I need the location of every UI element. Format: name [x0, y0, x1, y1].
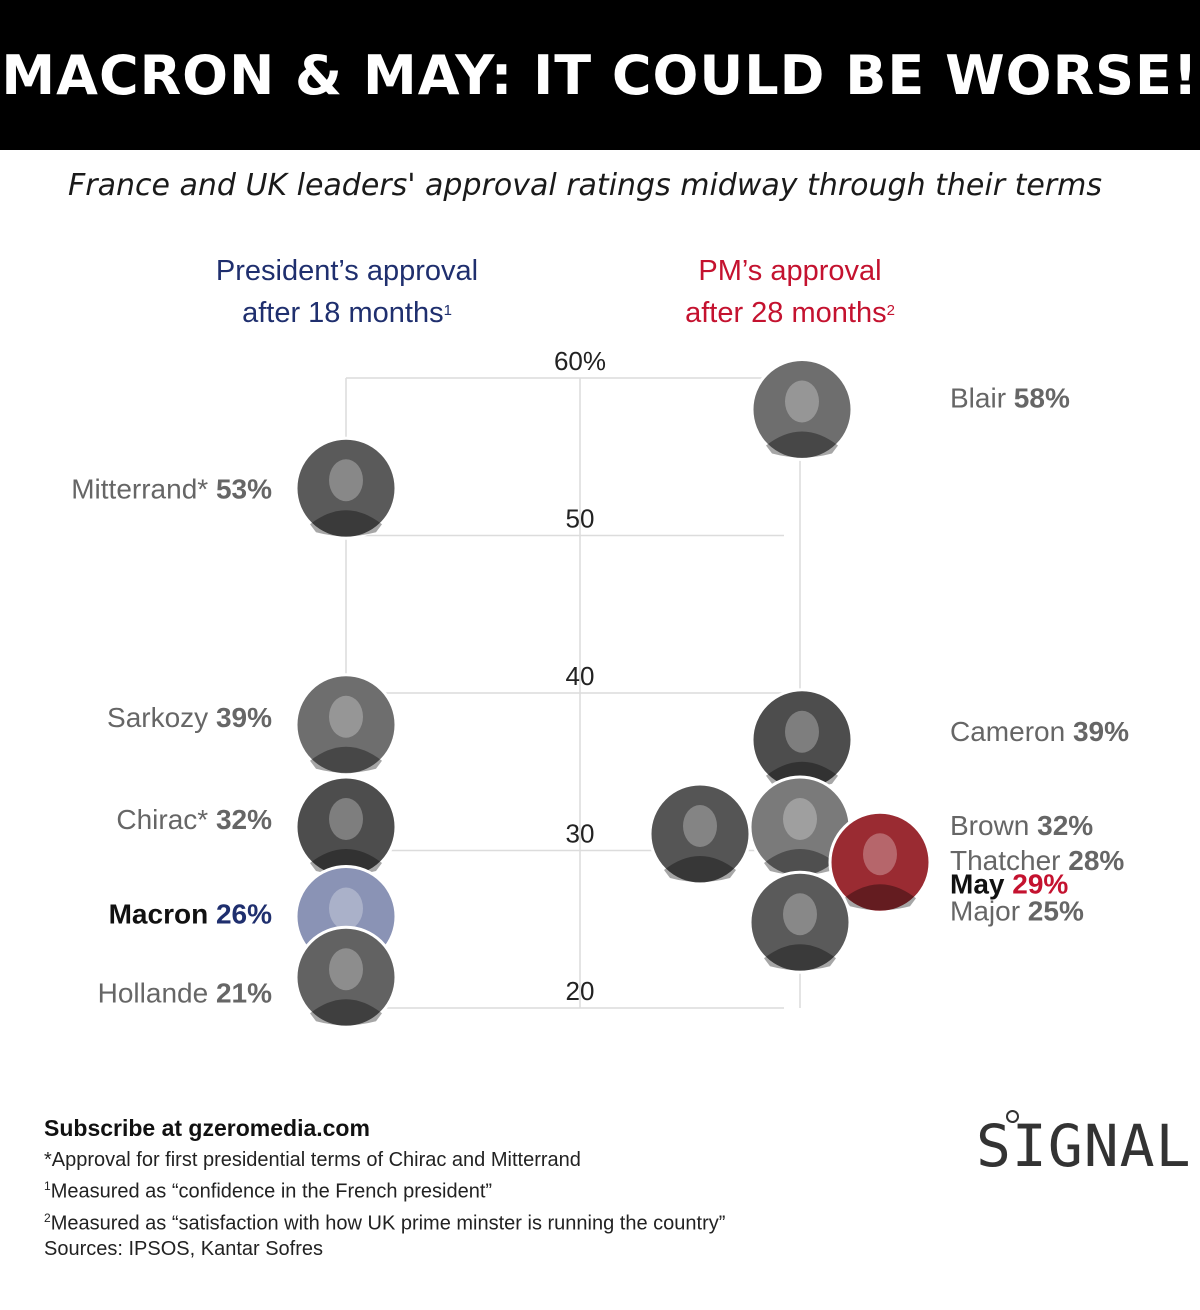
blair-name: Blair [950, 383, 1014, 414]
hollande-shoulders-shape [310, 999, 382, 1026]
chirac-value: 32% [216, 804, 272, 835]
uk-header-line1: PM’s approval [698, 255, 882, 287]
macron-face-shape [329, 887, 363, 930]
uk-header-line2: after 28 months2 [600, 292, 980, 334]
mitterrand-label: Mitterrand* 53% [71, 473, 272, 504]
chart-subtitle: France and UK leaders' approval ratings … [68, 168, 1102, 203]
major-label: Major 25% [950, 895, 1084, 926]
footnote-2-text: Measured as “satisfaction with how UK pr… [50, 1212, 726, 1235]
macron-label: Macron 26% [109, 899, 273, 930]
blair-face-shape [785, 380, 819, 423]
title-banner: MACRON & MAY: IT COULD BE WORSE! [0, 0, 1200, 150]
chart-title: MACRON & MAY: IT COULD BE WORSE! [1, 43, 1199, 107]
cameron-label: Cameron 39% [950, 716, 1129, 747]
uk-header-line2-text: after 28 months [685, 297, 887, 329]
may-face-shape [863, 833, 897, 876]
sarkozy-value: 39% [216, 702, 272, 733]
sarkozy-label: Sarkozy 39% [107, 702, 272, 733]
blair-value: 58% [1014, 383, 1070, 414]
blair-portrait-icon [750, 358, 854, 461]
blair-shoulders-shape [766, 431, 838, 458]
brown-face-shape [783, 798, 817, 840]
chirac-name: Chirac* [116, 804, 216, 835]
sarkozy-shoulders-shape [310, 746, 382, 773]
sarkozy-portrait-icon [294, 673, 398, 777]
sarkozy-name: Sarkozy [107, 702, 216, 733]
major-portrait-icon [748, 870, 852, 974]
cameron-name: Cameron [950, 716, 1073, 747]
hollande-portrait-icon [294, 925, 398, 1029]
mitterrand-portrait-icon [294, 436, 398, 540]
blair-label: Blair 58% [950, 383, 1070, 414]
thatcher-label: Thatcher 28% [950, 845, 1124, 876]
footnote-1: 1Measured as “confidence in the French p… [44, 1173, 725, 1205]
y-tick-label-40: 40 [566, 661, 595, 691]
footnote-2-mark: 2 [44, 1210, 51, 1225]
thatcher-portrait-icon [648, 782, 752, 886]
grid: 60% 50 40 30 20 [345, 346, 801, 1009]
footnote-2: 2Measured as “satisfaction with how UK p… [44, 1205, 725, 1237]
major-face-shape [783, 893, 817, 936]
footnote-star: *Approval for first presidential terms o… [44, 1149, 581, 1171]
thatcher-name: Thatcher [950, 845, 1068, 876]
mitterrand-value: 53% [216, 473, 272, 504]
cameron-face-shape [785, 710, 819, 753]
signal-logo: SIGNAL [976, 1112, 1192, 1180]
approval-chart: 60% 50 40 30 20 Mitterrand* 53% Sarkozy 39% Chi… [71, 346, 1129, 1029]
hollande-value: 21% [216, 977, 272, 1008]
uk-note-mark: 2 [886, 302, 895, 319]
france-header-line2-text: after 18 months [242, 297, 444, 329]
footnote-1-mark: 1 [44, 1179, 51, 1193]
hollande-face-shape [329, 948, 363, 991]
brown-value: 32% [1037, 810, 1093, 841]
macron-name: Macron [109, 899, 216, 930]
sarkozy-face-shape [329, 695, 363, 738]
cameron-value: 39% [1073, 716, 1129, 747]
y-tick-label-30: 30 [566, 819, 595, 849]
hollande-label: Hollande 21% [98, 977, 272, 1008]
major-value: 25% [1028, 895, 1084, 926]
brown-shoulders-shape [764, 849, 836, 875]
may-value: 29% [1012, 868, 1068, 899]
may-portrait-icon [828, 810, 932, 914]
uk-series: Blair 58% Cameron 39% Brown 32% May 29%That… [648, 358, 1129, 974]
y-tick-label-50: 50 [566, 504, 595, 534]
mitterrand-face-shape [329, 459, 363, 502]
logo-dot-icon [1006, 1110, 1019, 1123]
thatcher-shoulders-shape [664, 856, 736, 882]
mitterrand-shoulders-shape [310, 510, 382, 537]
chirac-label: Chirac* 32% [116, 804, 272, 835]
france-header-line1: President’s approval [215, 255, 479, 287]
major-name: Major [950, 895, 1028, 926]
france-series: Mitterrand* 53% Sarkozy 39% Chirac* 32% Mac… [71, 436, 398, 1029]
thatcher-face-shape [683, 805, 717, 847]
chirac-face-shape [329, 798, 363, 840]
macron-value: 26% [216, 899, 272, 930]
france-column-header: President’s approval after 18 months1 [157, 250, 537, 334]
thatcher-value: 28% [1068, 845, 1124, 876]
hollande-name: Hollande [98, 977, 216, 1008]
brown-name: Brown [950, 810, 1037, 841]
footer: Subscribe at gzeromedia.com *Approval fo… [44, 1115, 725, 1262]
subscribe-text: Subscribe at gzeromedia.com [44, 1115, 370, 1141]
major-shoulders-shape [764, 944, 836, 971]
may-label: May 29% [950, 868, 1068, 899]
y-tick-label-60: 60% [554, 346, 606, 376]
france-note-mark: 1 [443, 302, 452, 319]
mitterrand-name: Mitterrand* [71, 473, 216, 504]
sources: Sources: IPSOS, Kantar Sofres [44, 1238, 324, 1261]
footnote-1-text: Measured as “confidence in the French pr… [50, 1180, 493, 1203]
france-header-line2: after 18 months1 [157, 292, 537, 334]
y-tick-label-20: 20 [566, 976, 595, 1006]
uk-column-header: PM’s approval after 28 months2 [600, 250, 980, 334]
may-shoulders-shape [844, 884, 916, 911]
brown-label: Brown 32% [950, 810, 1093, 841]
may-name: May [950, 868, 1012, 899]
